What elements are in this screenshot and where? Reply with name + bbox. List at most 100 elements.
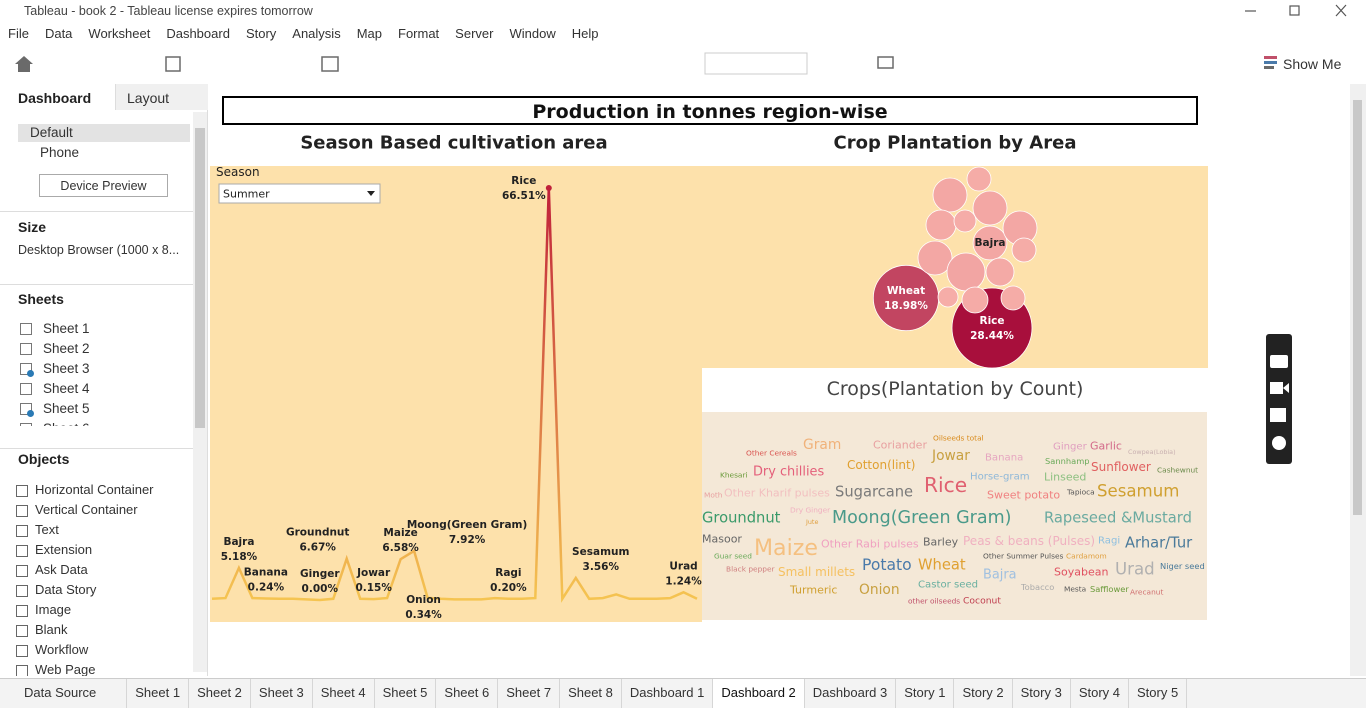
bubble (946, 252, 986, 292)
object-item[interactable]: Extension (35, 542, 93, 557)
sheet-tab[interactable]: Story 1 (896, 679, 955, 708)
device-item[interactable]: Default (30, 125, 73, 140)
window-controls[interactable] (1245, 4, 1347, 17)
sheet-tab[interactable]: Story 5 (1129, 679, 1188, 708)
point-value: 1.24% (665, 575, 702, 587)
device-preview-button[interactable]: Device Preview (39, 174, 168, 197)
menu-item[interactable]: Data (44, 26, 73, 41)
cloud-word: Castor seed (918, 580, 978, 591)
sheet-tab[interactable]: Sheet 8 (560, 679, 622, 708)
menu-item[interactable]: Format (398, 26, 440, 41)
dashboard-title-box (222, 96, 1198, 125)
size-select[interactable]: Desktop Browser (1000 x 8... (18, 243, 180, 257)
cloud-word: other oilseeds (908, 597, 960, 606)
sheet-item[interactable]: Sheet 1 (43, 321, 90, 336)
line-panel (210, 166, 702, 622)
menu-item[interactable]: Map (356, 26, 382, 41)
menu-item[interactable]: Server (455, 26, 494, 41)
cloud-word: Ginger (1053, 442, 1088, 453)
menu-item[interactable]: Help (571, 26, 599, 41)
sheet-tab[interactable]: Sheet 3 (251, 679, 313, 708)
object-icon (16, 645, 28, 657)
menu-item[interactable]: Window (509, 26, 556, 41)
object-item[interactable]: Blank (35, 622, 68, 637)
cloud-word: Linseed (1044, 471, 1086, 484)
show-me-button[interactable]: Show Me (1283, 56, 1342, 72)
point-value: 0.24% (248, 582, 285, 594)
chart-title: Crop Plantation by Area (834, 133, 1077, 154)
object-item[interactable]: Ask Data (35, 562, 88, 577)
menu-item[interactable]: Dashboard (166, 26, 230, 41)
object-item[interactable]: Text (35, 522, 59, 537)
object-item[interactable]: Data Story (35, 582, 97, 597)
object-item[interactable]: Image (35, 602, 72, 617)
sheet-tab[interactable]: Dashboard 1 (622, 679, 714, 708)
sheet-tab[interactable]: Sheet 6 (436, 679, 499, 708)
sheet-item[interactable]: Sheet 4 (43, 381, 90, 396)
point-value: 0.00% (302, 583, 339, 595)
scroll-thumb[interactable] (1353, 100, 1362, 515)
point-label: Bajra (223, 536, 254, 548)
section-heading: Size (18, 219, 47, 235)
toolbar-icons[interactable] (15, 52, 1277, 75)
dropdown-arrow[interactable] (367, 191, 375, 196)
sheet-tab[interactable]: Dashboard 3 (805, 679, 897, 708)
bubble (932, 177, 968, 213)
bubble (925, 209, 957, 241)
section-heading: Sheets (18, 291, 64, 307)
cloud-word: Cardamom (1066, 552, 1107, 561)
cloud-word: Jowar (931, 448, 970, 464)
cloud-word: Peas & beans (Pulses) (963, 534, 1095, 548)
sheet-tab[interactable]: Dashboard 2 (713, 679, 805, 708)
bubble (972, 190, 1008, 226)
menu-item[interactable]: File (8, 26, 29, 41)
filter-value[interactable]: Summer (223, 188, 270, 201)
object-item[interactable]: Vertical Container (35, 502, 138, 517)
sheet-tab[interactable]: Story 3 (1013, 679, 1071, 708)
filter-dropdown[interactable] (218, 183, 381, 204)
cloud-word: Garlic (1090, 440, 1122, 453)
cloud-word: Cowpea(Lobia) (1128, 448, 1176, 456)
bubble (937, 286, 959, 308)
sheet-tab[interactable]: Sheet 7 (498, 679, 561, 708)
sheet-tab[interactable]: Story 2 (954, 679, 1013, 708)
cloud-word: Safflower (1090, 584, 1129, 594)
cloud-word: Potato (862, 556, 912, 574)
sheet-item[interactable]: Sheet 3 (43, 361, 90, 376)
bubble (966, 166, 992, 192)
sheet-icon (20, 403, 32, 415)
side-tab[interactable]: Layout (115, 84, 208, 110)
sheet-item[interactable]: Sheet 5 (43, 401, 90, 416)
menu-item[interactable]: Worksheet (88, 26, 151, 41)
sheet-tab[interactable]: Data Source (0, 679, 128, 708)
object-icon (16, 485, 28, 497)
point-value: 66.51% (502, 190, 546, 202)
sheet-tab[interactable]: Sheet 5 (375, 679, 437, 708)
device-selected[interactable] (18, 124, 190, 142)
sheet-item[interactable]: Sheet 6 (43, 421, 90, 426)
point-label: Onion (406, 594, 441, 606)
object-item[interactable]: Horizontal Container (35, 482, 154, 497)
cloud-word: Sesamum (1097, 482, 1179, 501)
scrollbar[interactable] (1350, 84, 1366, 676)
sheet-tab[interactable]: Story 4 (1071, 679, 1129, 708)
object-icon (16, 665, 28, 676)
object-list: Horizontal Container Vertical Container Te… (0, 480, 190, 676)
object-item[interactable]: Workflow (35, 642, 89, 657)
point-label: Rice (511, 175, 536, 187)
sheet-tab[interactable]: Sheet 2 (189, 679, 251, 708)
device-item[interactable]: Phone (40, 145, 80, 160)
sheet-item[interactable]: Sheet 2 (43, 341, 90, 356)
menu-item[interactable]: Story (245, 26, 277, 41)
bubble-value: 28.44% (970, 330, 1014, 342)
object-item[interactable]: Web Page (35, 662, 96, 676)
cloud-word: Khesari (720, 471, 748, 480)
side-tab[interactable]: Dashboard (18, 90, 92, 106)
menu-item[interactable]: Analysis (292, 26, 341, 41)
bubble (953, 209, 977, 233)
floating-toolbar[interactable] (1266, 334, 1292, 464)
floating-icons[interactable] (1270, 355, 1289, 450)
sheet-tab[interactable]: Sheet 1 (127, 679, 190, 708)
sheet-tab[interactable]: Sheet 4 (313, 679, 375, 708)
cloud-word: Horse-gram (970, 472, 1030, 483)
